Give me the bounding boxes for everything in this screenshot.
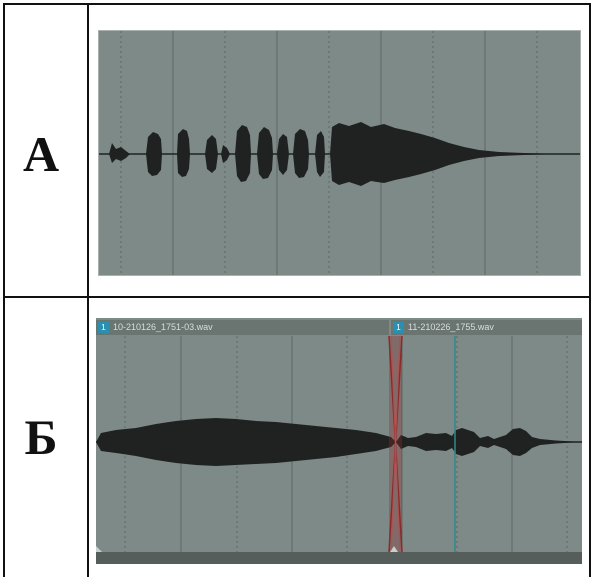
comparison-table bbox=[3, 3, 591, 577]
clip-number-badge: 1 bbox=[98, 322, 109, 333]
clip-number-badge: 1 bbox=[393, 322, 404, 333]
track-bottom-bar bbox=[96, 552, 582, 564]
crossfade-region[interactable] bbox=[388, 335, 403, 553]
waveform-canvas-a bbox=[99, 31, 580, 275]
row-label-a: А bbox=[22, 126, 60, 182]
clip-header-2[interactable]: 1 11-210226_1755.wav bbox=[391, 320, 582, 335]
clip-filename: 10-210126_1751-03.wav bbox=[113, 322, 213, 332]
clip-filename: 11-210226_1755.wav bbox=[408, 322, 494, 332]
clip-header-1[interactable]: 1 10-210126_1751-03.wav bbox=[96, 320, 389, 335]
fade-handle-left bbox=[96, 546, 102, 552]
row-divider bbox=[5, 296, 589, 298]
column-divider bbox=[87, 5, 89, 577]
waveform-canvas-b bbox=[96, 335, 582, 553]
row-label-b: Б bbox=[24, 409, 58, 465]
waveform-panel-b[interactable]: 1 10-210126_1751-03.wav 1 11-210226_1755.w… bbox=[96, 318, 582, 564]
fade-handle-mid bbox=[390, 546, 398, 552]
waveform-panel-a[interactable] bbox=[98, 30, 581, 276]
